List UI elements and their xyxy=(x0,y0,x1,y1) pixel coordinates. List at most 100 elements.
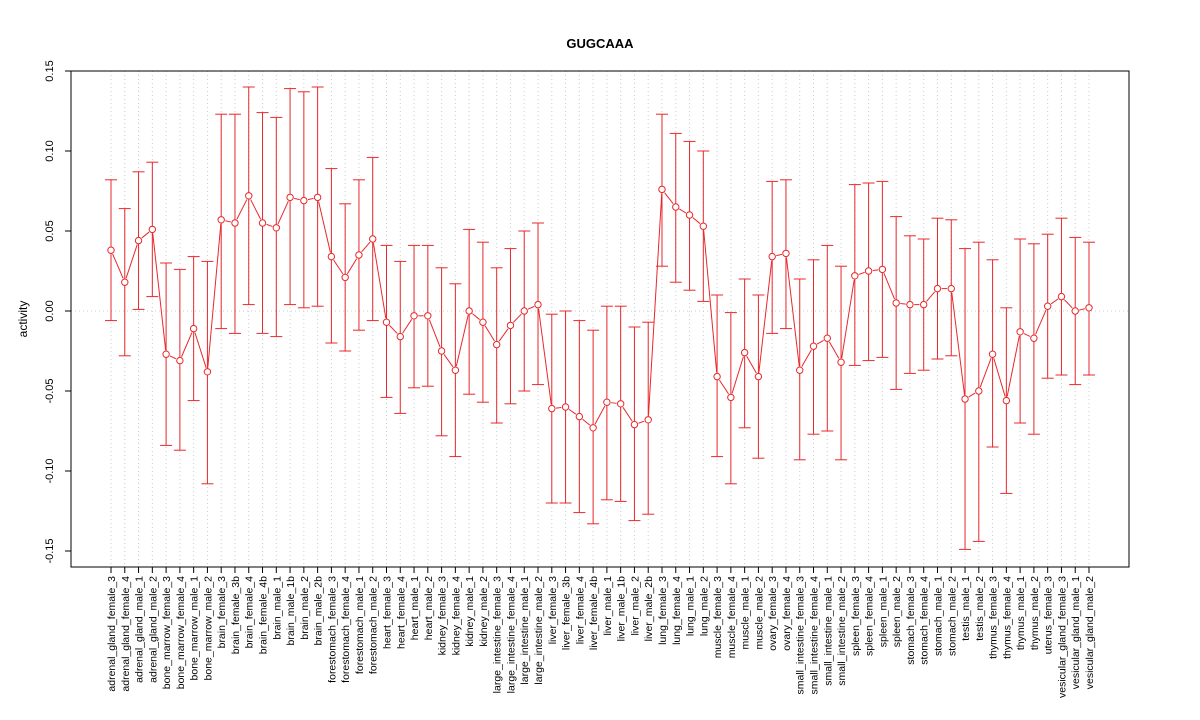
x-tick-label: brain_male_2b xyxy=(313,576,325,646)
data-point xyxy=(1030,334,1038,342)
series-segment xyxy=(1006,335,1020,397)
series-segment xyxy=(225,220,231,223)
series-segment xyxy=(555,406,562,409)
x-tick-label: spleen_female_3 xyxy=(850,576,862,656)
x-tick-label: brain_female_3b xyxy=(230,576,242,654)
series-segment xyxy=(169,355,177,360)
data-point xyxy=(424,312,432,320)
x-tick-label: heart_male_2 xyxy=(423,576,435,640)
x-tick-label: small_intestine_male_1 xyxy=(822,576,834,686)
series-segment xyxy=(611,402,617,404)
series-segment xyxy=(333,259,344,275)
data-point xyxy=(534,300,542,309)
data-point xyxy=(1057,292,1066,301)
data-point xyxy=(520,307,528,315)
data-point xyxy=(561,403,570,411)
data-point xyxy=(148,225,157,234)
data-point xyxy=(988,350,997,358)
series-segment xyxy=(638,420,645,424)
data-point xyxy=(396,332,404,341)
series-segment xyxy=(883,273,896,300)
x-tick-label: heart_female_4 xyxy=(395,576,407,649)
x-tick-label: stomach_female_4 xyxy=(919,576,931,665)
data-point xyxy=(740,348,749,357)
x-tick-label: stomach_female_3 xyxy=(905,576,917,665)
data-point xyxy=(134,236,143,245)
series-segment xyxy=(428,319,441,348)
series-segment xyxy=(993,358,1006,397)
series-segment xyxy=(568,408,577,415)
series-segment xyxy=(1023,333,1031,337)
data-point xyxy=(920,300,928,309)
data-point xyxy=(823,334,831,342)
y-tick-label: -0.15 xyxy=(44,538,56,563)
x-tick-label: vesicular_gland_male_2 xyxy=(1084,576,1096,689)
data-point xyxy=(878,265,887,274)
x-tick-label: large_intestine_female_3 xyxy=(492,576,504,693)
data-point xyxy=(754,372,763,381)
series-segment xyxy=(307,197,314,201)
x-tick-label: bone_marrow_female_3 xyxy=(161,576,173,689)
x-tick-label: adrenal_gland_female_3 xyxy=(106,576,118,692)
x-tick-label: liver_female_3b xyxy=(561,576,573,650)
series-segment xyxy=(979,357,992,388)
x-tick-label: liver_male_2 xyxy=(629,576,641,636)
series-segment xyxy=(472,313,480,320)
series-segment xyxy=(181,332,193,357)
series-segment xyxy=(513,313,522,323)
data-point xyxy=(713,372,721,381)
x-tick-label: ovary_female_3 xyxy=(767,576,779,651)
x-tick-label: liver_female_4b xyxy=(588,576,600,650)
x-tick-label: brain_male_1 xyxy=(271,576,283,640)
series-segment xyxy=(207,223,222,368)
series-segment xyxy=(1050,298,1059,305)
x-tick-label: uterus_female_3 xyxy=(1043,576,1055,654)
data-point xyxy=(189,324,198,333)
series-segment xyxy=(968,392,976,398)
series-segment xyxy=(1063,299,1073,309)
x-tick-label: liver_male_1 xyxy=(602,576,614,636)
series-segment xyxy=(692,217,701,224)
x-tick-label: muscle_female_4 xyxy=(726,576,738,658)
series-segment xyxy=(746,355,757,374)
x-tick-label: lung_female_3 xyxy=(657,576,669,645)
data-point xyxy=(465,307,473,315)
series-segment xyxy=(703,230,718,373)
data-point xyxy=(616,400,625,408)
x-tick-label: bone_marrow_male_2 xyxy=(202,576,214,681)
data-point xyxy=(906,300,914,309)
series-segment xyxy=(125,244,138,279)
x-tick-label: thymus_female_4 xyxy=(1001,576,1013,659)
x-tick-label: spleen_male_1 xyxy=(877,576,889,647)
series-segment xyxy=(951,292,966,395)
series-segment xyxy=(1079,308,1086,311)
x-tick-label: muscle_male_2 xyxy=(753,576,765,650)
series-segment xyxy=(294,197,300,201)
y-tick-label: 0.00 xyxy=(44,300,56,321)
data-point xyxy=(548,404,556,413)
data-point xyxy=(851,272,859,280)
series-segment xyxy=(816,339,824,345)
x-tick-label: bone_marrow_male_1 xyxy=(189,576,201,681)
x-tick-label: brain_male_1b xyxy=(285,576,297,646)
x-tick-label: lung_male_1 xyxy=(685,576,697,636)
x-tick-label: large_intestine_male_2 xyxy=(533,576,545,685)
x-tick-label: kidney_female_4 xyxy=(450,576,462,656)
data-point xyxy=(272,224,280,232)
x-tick-label: bone_marrow_female_4 xyxy=(175,576,187,689)
series-segment xyxy=(731,356,744,394)
data-point xyxy=(809,342,818,350)
data-point xyxy=(658,185,666,194)
data-point xyxy=(492,340,501,349)
series-segment xyxy=(594,405,606,425)
data-point xyxy=(369,235,377,243)
data-point xyxy=(630,420,639,429)
x-tick-label: stomach_male_2 xyxy=(946,576,958,656)
series-segment xyxy=(841,279,855,359)
y-tick-label: 0.15 xyxy=(44,60,56,81)
x-tick-label: thymus_male_1 xyxy=(1015,576,1027,650)
data-point xyxy=(410,312,418,320)
x-tick-label: testis_male_1 xyxy=(960,576,972,641)
data-point xyxy=(796,366,804,374)
x-tick-label: heart_male_1 xyxy=(409,576,421,640)
